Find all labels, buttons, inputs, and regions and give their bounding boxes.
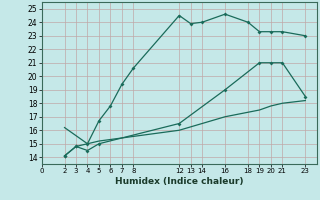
X-axis label: Humidex (Indice chaleur): Humidex (Indice chaleur) — [115, 177, 244, 186]
